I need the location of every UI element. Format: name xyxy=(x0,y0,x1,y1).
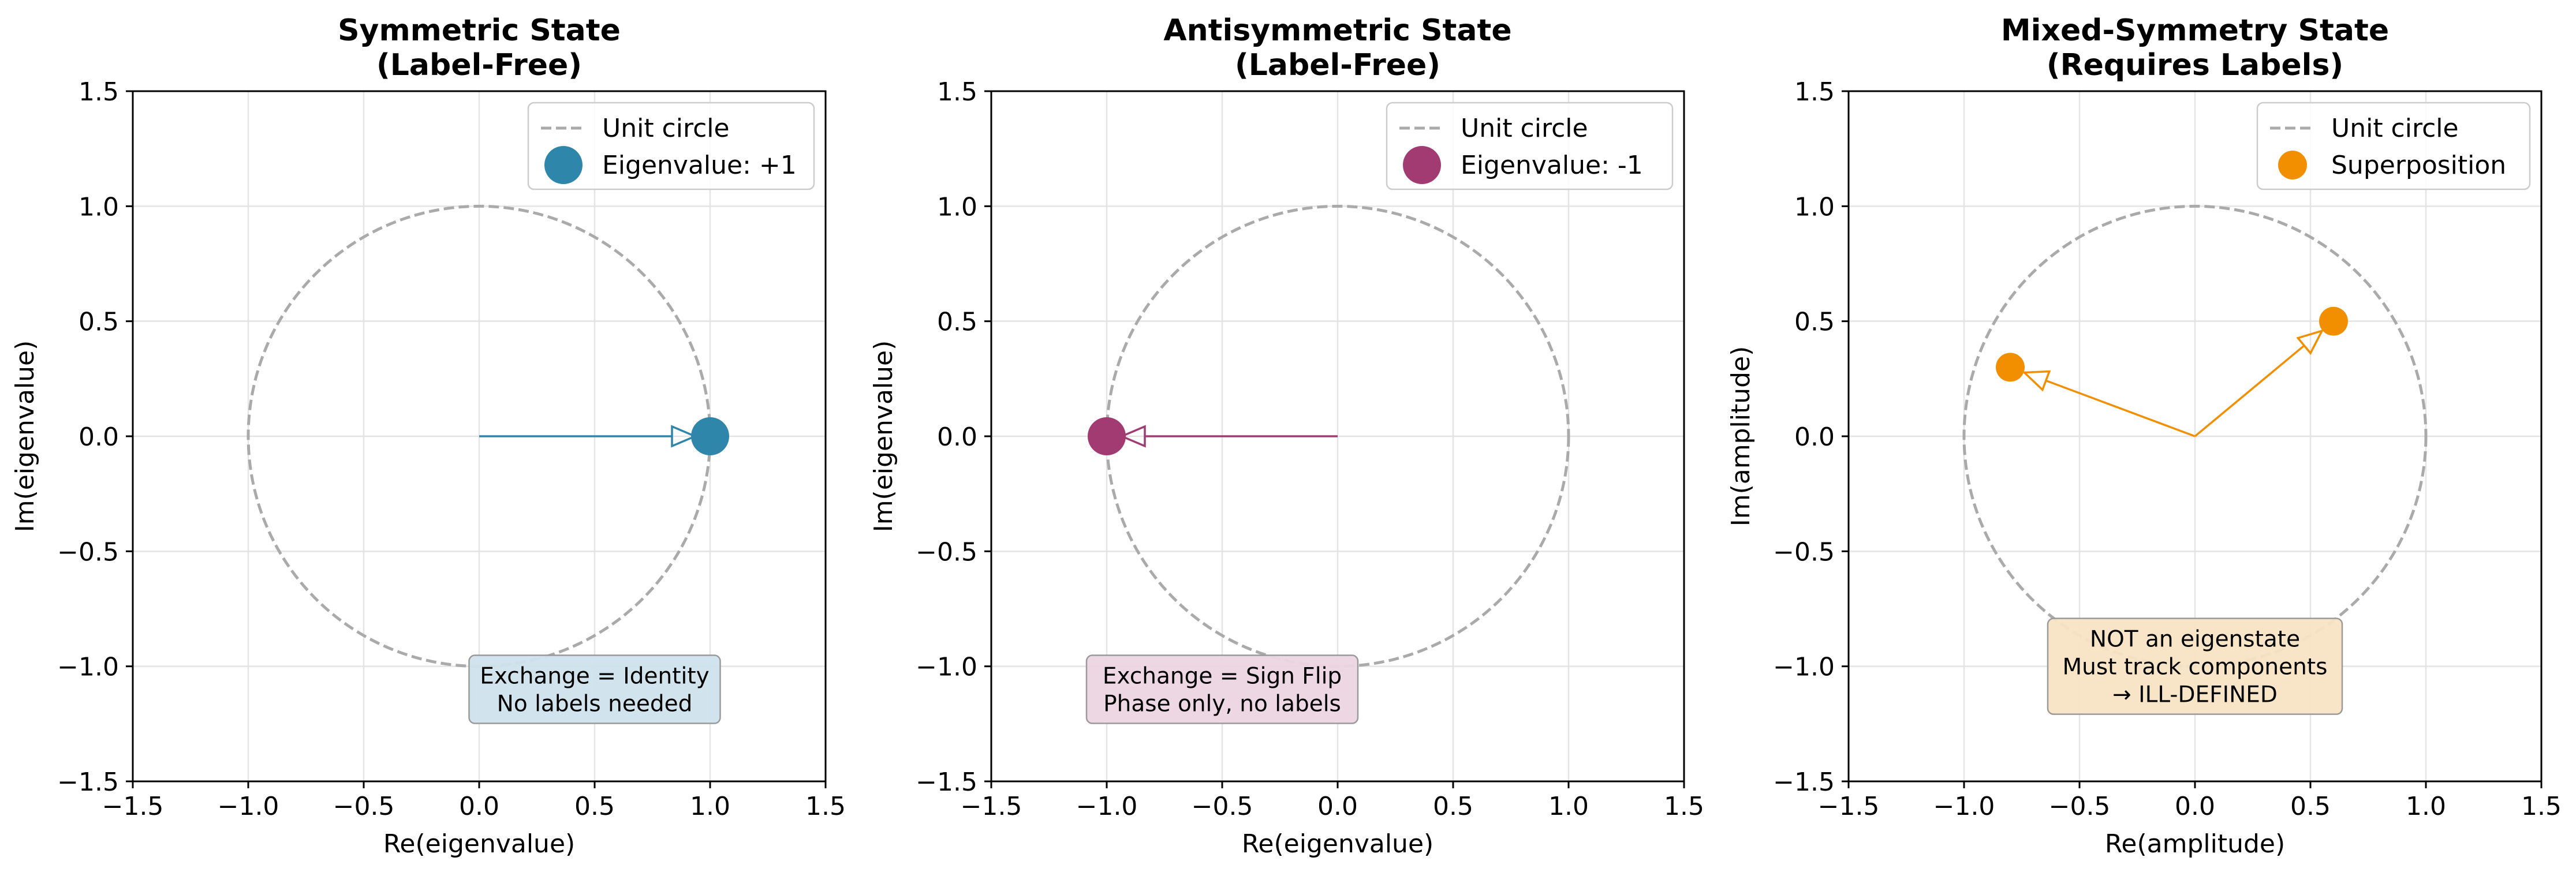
chart-title: Symmetric State xyxy=(338,13,621,48)
x-tick-label: −1.5 xyxy=(102,792,164,821)
legend-unit-circle-label: Unit circle xyxy=(1461,114,1588,143)
chart-subtitle: (Label-Free) xyxy=(376,48,582,83)
y-tick-label: 0.5 xyxy=(937,308,977,337)
x-tick-label: 1.5 xyxy=(805,792,846,821)
x-tick-label: −0.5 xyxy=(2049,792,2111,821)
annotation-text: Exchange = Sign Flip xyxy=(1103,664,1342,690)
data-point xyxy=(1088,417,1126,455)
legend-box xyxy=(527,102,815,190)
y-tick-label: 0.5 xyxy=(1794,308,1835,337)
x-tick-label: 1.0 xyxy=(2406,792,2446,821)
x-tick-label: 0.0 xyxy=(459,792,499,821)
x-tick-label: −0.5 xyxy=(1192,792,1253,821)
vector-arrow-line xyxy=(2194,345,2305,437)
chart-title: Antisymmetric State xyxy=(1163,13,1511,48)
y-tick-label: 0.0 xyxy=(1794,422,1835,452)
y-tick-label: −1.0 xyxy=(57,653,119,682)
x-tick-label: 1.5 xyxy=(1664,792,1704,821)
x-tick-label: −1.0 xyxy=(1076,792,1138,821)
y-tick-label: −1.0 xyxy=(1773,653,1835,682)
y-tick-label: 1.5 xyxy=(79,77,119,107)
x-tick-label: −1.0 xyxy=(1933,792,1995,821)
x-tick-label: 0.5 xyxy=(574,792,615,821)
x-tick-label: 0.5 xyxy=(2290,792,2331,821)
vector-arrow-head xyxy=(1119,425,1146,448)
y-tick-label: 0.5 xyxy=(79,308,119,337)
data-point xyxy=(1996,353,2025,382)
y-tick-label: 1.0 xyxy=(937,192,977,222)
data-point xyxy=(2319,306,2348,336)
annotation-box xyxy=(468,654,721,724)
chart-title: Mixed-Symmetry State xyxy=(2001,13,2389,48)
x-axis-label: Re(amplitude) xyxy=(2105,829,2285,859)
x-tick-label: 1.0 xyxy=(690,792,730,821)
y-tick-label: 1.5 xyxy=(937,77,977,107)
x-tick-label: 1.0 xyxy=(1548,792,1589,821)
annotation-text: Exchange = Identity xyxy=(480,664,710,690)
x-tick-label: −1.0 xyxy=(218,792,279,821)
legend-series-swatch xyxy=(2278,151,2307,179)
legend-series-label: Eigenvalue: +1 xyxy=(602,151,797,180)
y-axis-label: Im(eigenvalue) xyxy=(10,340,40,533)
y-tick-label: 1.5 xyxy=(1794,77,1835,107)
annotation-text: Phase only, no labels xyxy=(1103,691,1341,717)
legend-series-label: Superposition xyxy=(2331,151,2506,180)
annotation-text: → ILL-DEFINED xyxy=(2112,682,2278,708)
legend-box xyxy=(1386,102,1674,190)
x-tick-label: 0.0 xyxy=(2175,792,2215,821)
y-tick-label: −1.5 xyxy=(1773,768,1835,797)
chart-subtitle: (Label-Free) xyxy=(1235,48,1440,83)
y-tick-label: −1.0 xyxy=(916,653,977,682)
vector-arrow-head xyxy=(2022,370,2051,392)
legend-series-swatch xyxy=(544,146,583,184)
annotation-text: Must track components xyxy=(2063,654,2328,680)
y-tick-label: 1.0 xyxy=(1794,192,1835,222)
vector-arrow-head xyxy=(671,425,698,448)
annotation-box xyxy=(2047,617,2343,715)
x-tick-label: −1.5 xyxy=(961,792,1022,821)
vector-arrow-line xyxy=(2045,379,2196,437)
chart-subtitle: (Requires Labels) xyxy=(2047,48,2343,83)
y-tick-label: 0.0 xyxy=(79,422,119,452)
legend-unit-circle-label: Unit circle xyxy=(602,114,730,143)
y-axis-label: Im(eigenvalue) xyxy=(869,340,898,533)
annotation-text: No labels needed xyxy=(497,691,693,717)
legend-series-swatch xyxy=(1403,146,1441,184)
y-axis-label: Im(amplitude) xyxy=(1726,346,1756,527)
x-tick-label: 1.5 xyxy=(2521,792,2562,821)
y-tick-label: 1.0 xyxy=(79,192,119,222)
x-tick-label: 0.0 xyxy=(1317,792,1358,821)
legend-unit-circle-label: Unit circle xyxy=(2331,114,2459,143)
y-tick-label: −0.5 xyxy=(1773,537,1835,567)
x-axis-label: Re(eigenvalue) xyxy=(383,829,575,859)
y-tick-label: −0.5 xyxy=(916,537,977,567)
y-tick-label: −0.5 xyxy=(57,537,119,567)
x-tick-label: −1.5 xyxy=(1818,792,1880,821)
legend-box xyxy=(2256,102,2531,190)
legend-series-label: Eigenvalue: -1 xyxy=(1461,151,1643,180)
y-tick-label: −1.5 xyxy=(916,768,977,797)
x-tick-label: −0.5 xyxy=(333,792,395,821)
y-tick-label: 0.0 xyxy=(937,422,977,452)
annotation-text: NOT an eigenstate xyxy=(2090,627,2300,653)
x-axis-label: Re(eigenvalue) xyxy=(1242,829,1433,859)
y-tick-label: −1.5 xyxy=(57,768,119,797)
vector-arrow-head xyxy=(2296,329,2324,355)
data-point xyxy=(691,417,729,455)
annotation-box xyxy=(1085,654,1359,724)
x-tick-label: 0.5 xyxy=(1433,792,1473,821)
